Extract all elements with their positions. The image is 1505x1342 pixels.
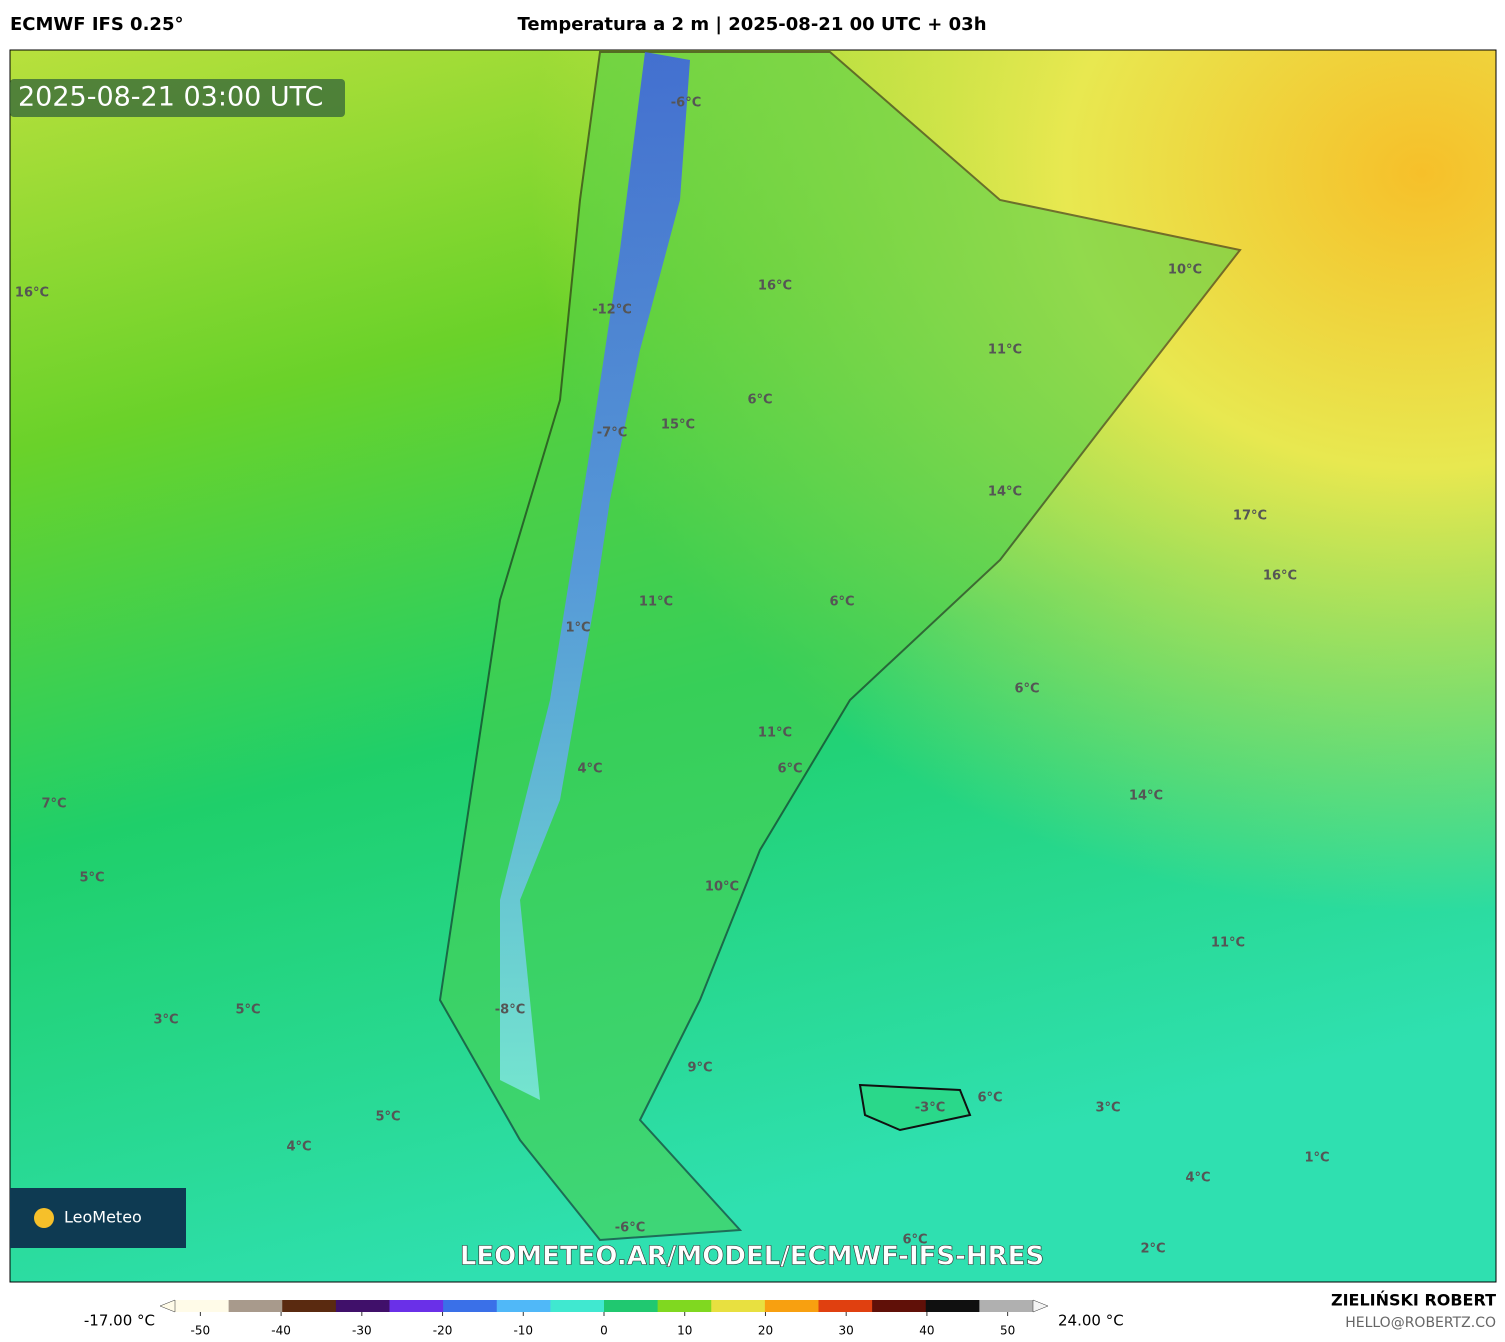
colorbar-tick-label: -20 [433, 1324, 453, 1338]
temperature-label: 5°C [235, 1003, 260, 1018]
timestamp: 2025-08-21 03:00 UTC [18, 82, 323, 113]
colorbar-tick-label: -40 [271, 1324, 291, 1338]
temperature-label: 16°C [758, 279, 792, 294]
temperature-label: 14°C [1129, 789, 1163, 804]
logo-sun [34, 1208, 54, 1228]
colorbar-tick-label: 0 [600, 1324, 608, 1338]
colorbar-segment [228, 1300, 283, 1312]
temperature-label: 10°C [1168, 263, 1202, 278]
temperature-label: 6°C [902, 1233, 927, 1248]
temperature-label: 6°C [1014, 682, 1039, 697]
colorbar-tick-label: 50 [1000, 1324, 1015, 1338]
temperature-label: 3°C [1095, 1101, 1120, 1116]
colorbar-segment [550, 1300, 605, 1312]
model-name: ECMWF IFS 0.25° [10, 14, 183, 35]
logo-text: LeoMeteo [64, 1208, 142, 1227]
colorbar-tick-label: -10 [513, 1324, 533, 1338]
email: HELLO@ROBERTZ.CO [1345, 1315, 1496, 1331]
temperature-label: -6°C [671, 96, 701, 111]
temperature-label: 16°C [1263, 569, 1297, 584]
temperature-label: 16°C [15, 286, 49, 301]
temperature-label: 6°C [829, 595, 854, 610]
temperature-label: 4°C [286, 1140, 311, 1155]
chart-title: Temperatura a 2 m | 2025-08-21 00 UTC + … [517, 14, 986, 35]
temperature-label: 11°C [758, 726, 792, 741]
temperature-label: 14°C [988, 485, 1022, 500]
temperature-label: 4°C [1185, 1171, 1210, 1186]
colorbar-segment [872, 1300, 927, 1312]
colorbar-segment [389, 1300, 444, 1312]
timestamp-box [10, 79, 345, 117]
colorbar-end [1032, 1299, 1049, 1313]
colorbar-segment [175, 1300, 230, 1312]
colorbar-segment [764, 1300, 819, 1312]
temperature-label: 10°C [705, 880, 739, 895]
colorbar-segment [496, 1300, 551, 1312]
temperature-label: 4°C [577, 762, 602, 777]
colorbar-tick-label: -50 [191, 1324, 211, 1338]
author: ZIELIŃSKI ROBERT [1331, 1291, 1496, 1310]
temperature-label: 6°C [777, 762, 802, 777]
temperature-label: 11°C [1211, 936, 1245, 951]
map-frame [9, 49, 1497, 1283]
colorbar-tick-label: 10 [677, 1324, 692, 1338]
colorbar-segment [925, 1300, 980, 1312]
temperature-label: 2°C [1140, 1242, 1165, 1257]
temperature-label: 11°C [988, 343, 1022, 358]
temperature-label: 9°C [687, 1061, 712, 1076]
temperature-label: 5°C [79, 871, 104, 886]
colorbar-segment [657, 1300, 712, 1312]
colorbar-segment [604, 1300, 659, 1312]
colorbar-segment [443, 1300, 498, 1312]
temperature-label: 6°C [977, 1091, 1002, 1106]
colorbar-segment [979, 1300, 1034, 1312]
colorbar-tick-label: 30 [839, 1324, 854, 1338]
temperature-label: -3°C [915, 1101, 945, 1116]
temperature-label: 7°C [41, 797, 66, 812]
colorbar-tick-label: 40 [919, 1324, 934, 1338]
temperature-label: 3°C [153, 1013, 178, 1028]
temperature-label: -6°C [615, 1221, 645, 1236]
source-url: LEOMETEO.AR/MODEL/ECMWF-IFS-HRES [460, 1242, 1044, 1272]
andes-cold [500, 52, 690, 1100]
colorbar-segment [335, 1300, 390, 1312]
colorbar-segment [818, 1300, 873, 1312]
temperature-label: 17°C [1233, 509, 1267, 524]
colorbar-end [159, 1299, 176, 1313]
colorbar-min: -17.00 °C [84, 1312, 155, 1330]
temperature-label: 11°C [639, 595, 673, 610]
temperature-label: -8°C [495, 1003, 525, 1018]
temperature-label: 5°C [375, 1110, 400, 1125]
temperature-label: -7°C [597, 426, 627, 441]
temperature-label: 1°C [1304, 1151, 1329, 1166]
colorbar-tick-label: -30 [352, 1324, 372, 1338]
temperature-label: 15°C [661, 418, 695, 433]
colorbar-segment [282, 1300, 337, 1312]
temperature-label: 6°C [747, 393, 772, 408]
temperature-label: 1°C [565, 621, 590, 636]
islands [858, 1083, 972, 1132]
colorbar-max: 24.00 °C [1058, 1312, 1124, 1330]
temperature-label: -12°C [592, 303, 632, 318]
colorbar-segment [711, 1300, 766, 1312]
colorbar-tick-label: 20 [758, 1324, 773, 1338]
